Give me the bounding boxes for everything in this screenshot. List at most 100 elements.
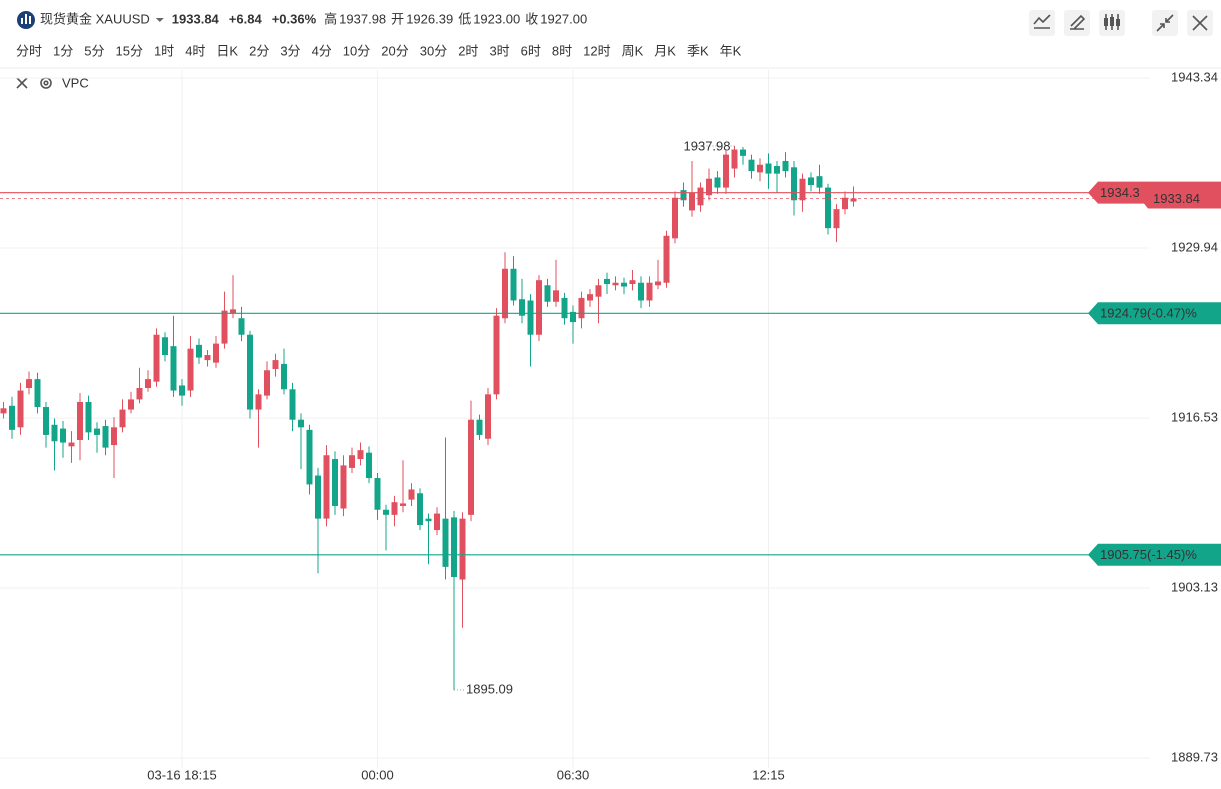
period-tab[interactable]: 季K <box>687 43 709 58</box>
period-tab[interactable]: 2时 <box>458 43 478 58</box>
period-tab[interactable]: 20分 <box>381 43 408 58</box>
x-tick-label: 00:00 <box>361 767 394 782</box>
candle-body <box>425 518 432 522</box>
candle-body <box>697 187 704 206</box>
candle-body <box>17 390 24 428</box>
candle-body <box>306 429 313 485</box>
period-tab[interactable]: 1时 <box>154 43 174 58</box>
stat-label: 收 <box>525 11 538 26</box>
price-line-label: 1905.75(-1.45)% <box>1100 547 1197 562</box>
period-tab[interactable]: 4时 <box>185 43 205 58</box>
price-line-tag <box>1088 543 1221 566</box>
y-tick-label: 1929.94 <box>1171 239 1218 254</box>
candle-body <box>357 450 364 460</box>
last-price-label: 1933.84 <box>1153 191 1200 206</box>
tool-line[interactable] <box>1029 10 1055 36</box>
y-tick-label: 1916.53 <box>1171 410 1218 425</box>
x-tick-label: 06:30 <box>557 767 590 782</box>
candle-body <box>689 192 695 211</box>
plot <box>0 70 1150 768</box>
period-tab[interactable]: 年K <box>720 43 742 58</box>
candle-body <box>170 346 177 391</box>
candle-body <box>0 408 7 414</box>
low-label: 1895.09 <box>466 681 513 696</box>
candle-body <box>782 160 789 172</box>
period-tab[interactable]: 周K <box>622 43 644 58</box>
candle-body <box>774 166 780 174</box>
period-tab[interactable]: 10分 <box>343 43 370 58</box>
candle-body <box>595 285 602 297</box>
period-tab[interactable]: 月K <box>654 43 676 58</box>
candle-body <box>765 163 772 174</box>
period-tab[interactable]: 6时 <box>521 43 541 58</box>
symbol: 现货黄金 XAUUSD <box>40 11 150 26</box>
candle-body <box>323 455 330 519</box>
period-tab[interactable]: 15分 <box>115 43 142 58</box>
candle-body <box>374 478 381 510</box>
candle-body <box>680 190 687 201</box>
candle-body <box>663 235 670 283</box>
candle-body <box>9 405 15 430</box>
candle-body <box>502 268 508 319</box>
indicator-close[interactable] <box>16 77 28 89</box>
symbol-dropdown <box>155 18 164 22</box>
period-tab[interactable]: 4分 <box>312 43 332 58</box>
period-tab[interactable]: 8时 <box>552 43 572 58</box>
candle-body <box>247 334 253 410</box>
price-line-label: 1924.79(-0.47)% <box>1100 306 1197 321</box>
candle-body <box>612 282 619 286</box>
candle-body <box>791 167 797 201</box>
candle-body <box>264 370 270 396</box>
price-line-label: 1934.3 <box>1100 185 1140 200</box>
candle-body <box>485 394 491 439</box>
price-line-tag <box>1088 302 1221 325</box>
y-tick-label: 1889.73 <box>1171 749 1218 764</box>
candle-body <box>544 285 551 302</box>
candle-body <box>179 385 185 396</box>
toolbar[interactable] <box>1029 10 1213 36</box>
candle-body <box>527 300 534 335</box>
candle-body <box>451 517 457 577</box>
candle-body <box>128 399 134 410</box>
candle-body <box>757 164 763 173</box>
candle-body <box>255 394 262 410</box>
candle-body <box>332 459 338 506</box>
y-tick-label: 1943.34 <box>1171 69 1218 84</box>
candle-body <box>102 426 109 448</box>
stat-label: 高 <box>324 11 337 26</box>
tool-draw[interactable] <box>1064 10 1090 36</box>
candle-body <box>519 299 525 316</box>
candle-body <box>26 379 32 389</box>
indicator-name: VPC <box>62 75 89 90</box>
candle-body <box>655 281 661 286</box>
candle-body <box>833 209 840 229</box>
candle-body <box>204 355 211 361</box>
period-tab[interactable]: 30分 <box>420 43 447 58</box>
symbol-icon <box>17 11 35 29</box>
period-tab[interactable]: 分时 <box>16 43 42 58</box>
period-tab[interactable]: 1分 <box>53 43 73 58</box>
candle-body <box>60 428 66 443</box>
y-tick-label: 1903.13 <box>1171 579 1218 594</box>
candle-body <box>68 442 75 447</box>
period-tab[interactable]: 3时 <box>489 43 509 58</box>
candle-body <box>578 297 585 319</box>
stat-value: 1923.00 <box>473 11 520 26</box>
stat-label: 低 <box>458 11 471 26</box>
period-tab[interactable]: 12时 <box>583 43 610 58</box>
period-tab[interactable]: 2分 <box>249 43 269 58</box>
candle-body <box>842 197 848 210</box>
period-tab[interactable]: 5分 <box>84 43 104 58</box>
candle-body <box>672 197 678 239</box>
change-pct: +0.36% <box>272 11 317 26</box>
candle-body <box>349 455 355 468</box>
period-tab[interactable]: 日K <box>216 43 238 58</box>
indicator-settings[interactable] <box>40 77 52 89</box>
tool-shrink[interactable] <box>1152 10 1178 36</box>
candle-body <box>731 149 738 169</box>
period-tab[interactable]: 3分 <box>280 43 300 58</box>
candle-body <box>51 424 58 442</box>
change: +6.84 <box>229 11 263 26</box>
candle-body <box>391 502 398 515</box>
